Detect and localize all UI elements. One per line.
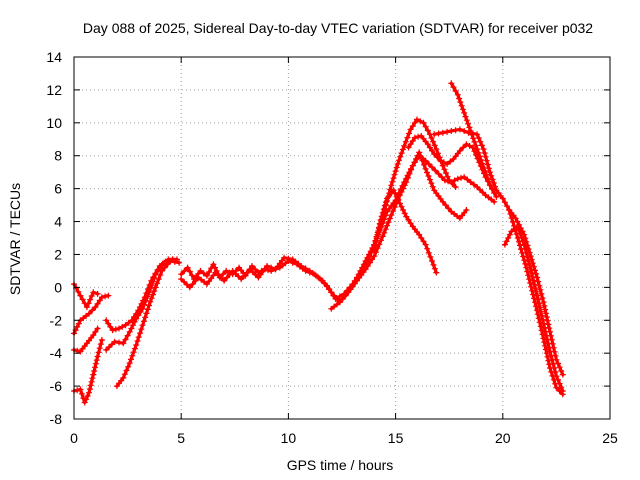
chart-title: Day 088 of 2025, Sidereal Day-to-day VTE… bbox=[83, 20, 593, 36]
y-tick-label: -4 bbox=[50, 345, 63, 361]
series-track-13 bbox=[431, 126, 566, 378]
series-track-16 bbox=[506, 207, 566, 398]
gridlines bbox=[74, 57, 610, 419]
y-tick-label: 4 bbox=[54, 214, 62, 230]
y-tick-label: 2 bbox=[54, 246, 62, 262]
x-tick-label: 10 bbox=[281, 430, 297, 446]
x-tick-label: 15 bbox=[388, 430, 404, 446]
plot-frame bbox=[73, 56, 611, 420]
series-track-14 bbox=[448, 80, 500, 200]
y-axis-label: SDTVAR / TECUs bbox=[7, 183, 23, 295]
y-tick-label: 0 bbox=[54, 279, 62, 295]
series-track-7 bbox=[113, 258, 183, 390]
plus-markers bbox=[448, 80, 500, 200]
y-tick-label: -6 bbox=[50, 378, 63, 394]
y-tick-label: 14 bbox=[46, 49, 62, 65]
series-track-10 bbox=[328, 152, 498, 312]
axis-ticks: 0 5 10 15 20 25 -8 -6 -4 -2 0 2 4 6 8 10 12 14 bbox=[46, 49, 618, 446]
x-tick-label: 5 bbox=[177, 430, 185, 446]
plus-markers bbox=[328, 152, 498, 312]
y-tick-label: 8 bbox=[54, 148, 62, 164]
x-axis-label: GPS time / hours bbox=[287, 457, 394, 473]
data-series bbox=[71, 80, 566, 406]
y-tick-label: -8 bbox=[50, 411, 63, 427]
plus-markers bbox=[506, 207, 566, 398]
y-tick-label: 12 bbox=[46, 82, 62, 98]
x-tick-label: 20 bbox=[495, 430, 511, 446]
series-track-4 bbox=[71, 337, 105, 406]
series-track-11 bbox=[371, 187, 440, 276]
plus-markers bbox=[371, 187, 440, 276]
y-tick-label: 6 bbox=[54, 181, 62, 197]
y-tick-label: 10 bbox=[46, 115, 62, 131]
series-track-6 bbox=[103, 256, 180, 334]
series-track-3 bbox=[71, 325, 101, 355]
x-tick-label: 25 bbox=[602, 430, 618, 446]
y-tick-label: -2 bbox=[50, 312, 63, 328]
plus-markers bbox=[431, 126, 566, 378]
plus-markers bbox=[113, 258, 183, 390]
plus-markers bbox=[103, 256, 180, 334]
x-tick-label: 0 bbox=[70, 430, 78, 446]
series-track-1 bbox=[71, 281, 101, 311]
